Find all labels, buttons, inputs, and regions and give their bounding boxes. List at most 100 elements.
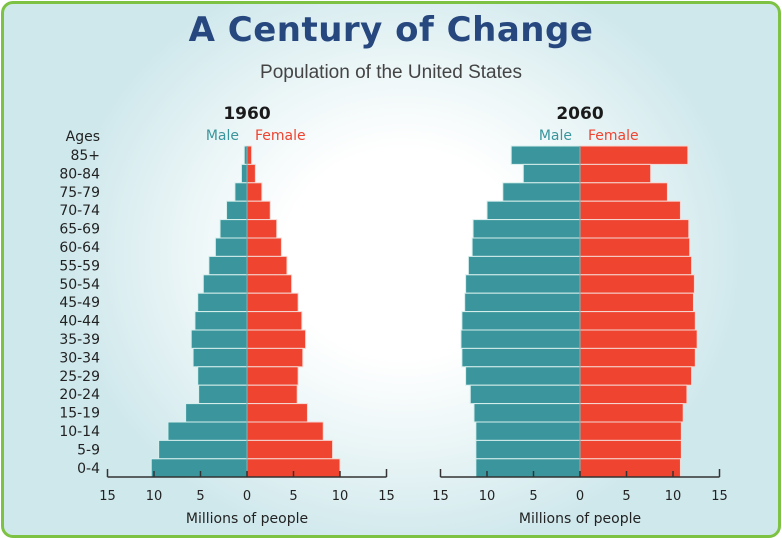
bar-male: [202, 274, 248, 294]
bar-female: [246, 292, 299, 313]
bar-female: [246, 219, 278, 239]
bar-female: [246, 255, 288, 276]
bar-female: [246, 237, 282, 257]
bar-female: [579, 200, 681, 221]
x-axis-title: Millions of people: [519, 511, 641, 527]
x-tick-label: 10: [146, 489, 163, 504]
bar-female: [579, 347, 696, 368]
bar-male: [465, 274, 581, 294]
x-tick-label: 5: [289, 489, 297, 504]
x-tick-label: 0: [243, 489, 251, 504]
age-tick-label: 80-84: [59, 166, 100, 182]
bar-female: [579, 458, 681, 478]
chart-year-title: 1960: [223, 104, 270, 124]
chart-year-title: 2060: [556, 104, 603, 124]
bar-female: [579, 384, 688, 405]
bar-female: [246, 366, 299, 386]
bar-female: [579, 145, 689, 165]
bar-male: [190, 329, 248, 349]
legend-female: Female: [255, 128, 306, 144]
bar-male: [464, 292, 581, 313]
age-tick-label: 55-59: [59, 258, 100, 274]
bar-male: [197, 366, 248, 386]
bar-male: [467, 255, 581, 276]
bar-female: [246, 329, 307, 349]
ages-axis-label: Ages: [66, 129, 100, 145]
bar-male: [158, 439, 248, 460]
legend-female: Female: [588, 128, 639, 144]
bar-female: [579, 366, 693, 386]
legend-male: Male: [206, 128, 239, 144]
bar-female: [579, 274, 695, 294]
bar-male: [185, 403, 248, 423]
bar-female: [579, 292, 694, 313]
age-tick-label: 10-14: [59, 424, 100, 440]
bar-male: [471, 237, 581, 257]
age-tick-label: 40-44: [59, 314, 100, 330]
bar-female: [579, 219, 690, 239]
x-tick-label: 15: [99, 489, 116, 504]
x-tick-label: 5: [196, 489, 204, 504]
bar-female: [579, 439, 682, 460]
x-tick-label: 0: [576, 489, 584, 504]
age-tick-label: 75-79: [59, 185, 100, 201]
bar-male: [240, 163, 248, 184]
bar-male: [192, 347, 248, 368]
bar-female: [246, 347, 304, 368]
bar-female: [246, 384, 298, 405]
age-tick-label: 50-54: [59, 277, 100, 293]
bar-male: [194, 311, 248, 331]
bar-male: [475, 458, 581, 478]
bar-male: [502, 182, 581, 202]
bar-female: [579, 311, 696, 331]
bar-female: [246, 439, 334, 460]
age-tick-label: 60-64: [59, 240, 100, 256]
x-tick-label: 10: [665, 489, 682, 504]
bar-male: [461, 311, 581, 331]
bar-female: [246, 274, 293, 294]
bar-male: [167, 421, 248, 441]
bar-female: [246, 403, 308, 423]
age-tick-label: 45-49: [59, 295, 100, 311]
bar-male: [214, 237, 248, 257]
x-tick-label: 10: [479, 489, 496, 504]
x-axis-title: Millions of people: [186, 511, 308, 527]
bar-male: [522, 163, 581, 184]
bar-female: [246, 200, 271, 221]
x-tick-label: 5: [622, 489, 630, 504]
age-tick-label: 70-74: [59, 203, 100, 219]
x-tick-label: 15: [378, 489, 395, 504]
bar-female: [579, 403, 684, 423]
bar-female: [246, 163, 256, 184]
bar-male: [461, 347, 581, 368]
bar-male: [234, 182, 248, 202]
chart-subtitle: Population of the United States: [260, 62, 522, 83]
bar-male: [465, 366, 581, 386]
legend-male: Male: [539, 128, 572, 144]
bar-female: [246, 182, 263, 202]
bar-female: [579, 255, 693, 276]
bar-male: [473, 403, 581, 423]
bar-female: [579, 329, 698, 349]
x-tick-label: 5: [529, 489, 537, 504]
bar-male: [510, 145, 581, 165]
x-tick-label: 15: [432, 489, 449, 504]
bar-male: [475, 421, 581, 441]
bar-female: [579, 182, 668, 202]
age-tick-label: 35-39: [59, 332, 100, 348]
bar-female: [579, 237, 691, 257]
age-tick-label: 25-29: [59, 369, 100, 385]
bar-male: [226, 200, 248, 221]
bar-male: [472, 219, 581, 239]
age-tick-label: 85+: [70, 148, 100, 164]
bar-male: [475, 439, 581, 460]
bar-female: [246, 421, 324, 441]
x-tick-label: 10: [332, 489, 349, 504]
bar-male: [486, 200, 581, 221]
age-tick-label: 0-4: [77, 461, 100, 477]
bar-female: [246, 311, 303, 331]
bar-male: [150, 458, 248, 478]
chart-title: A Century of Change: [188, 10, 594, 50]
age-tick-label: 5-9: [77, 442, 100, 458]
